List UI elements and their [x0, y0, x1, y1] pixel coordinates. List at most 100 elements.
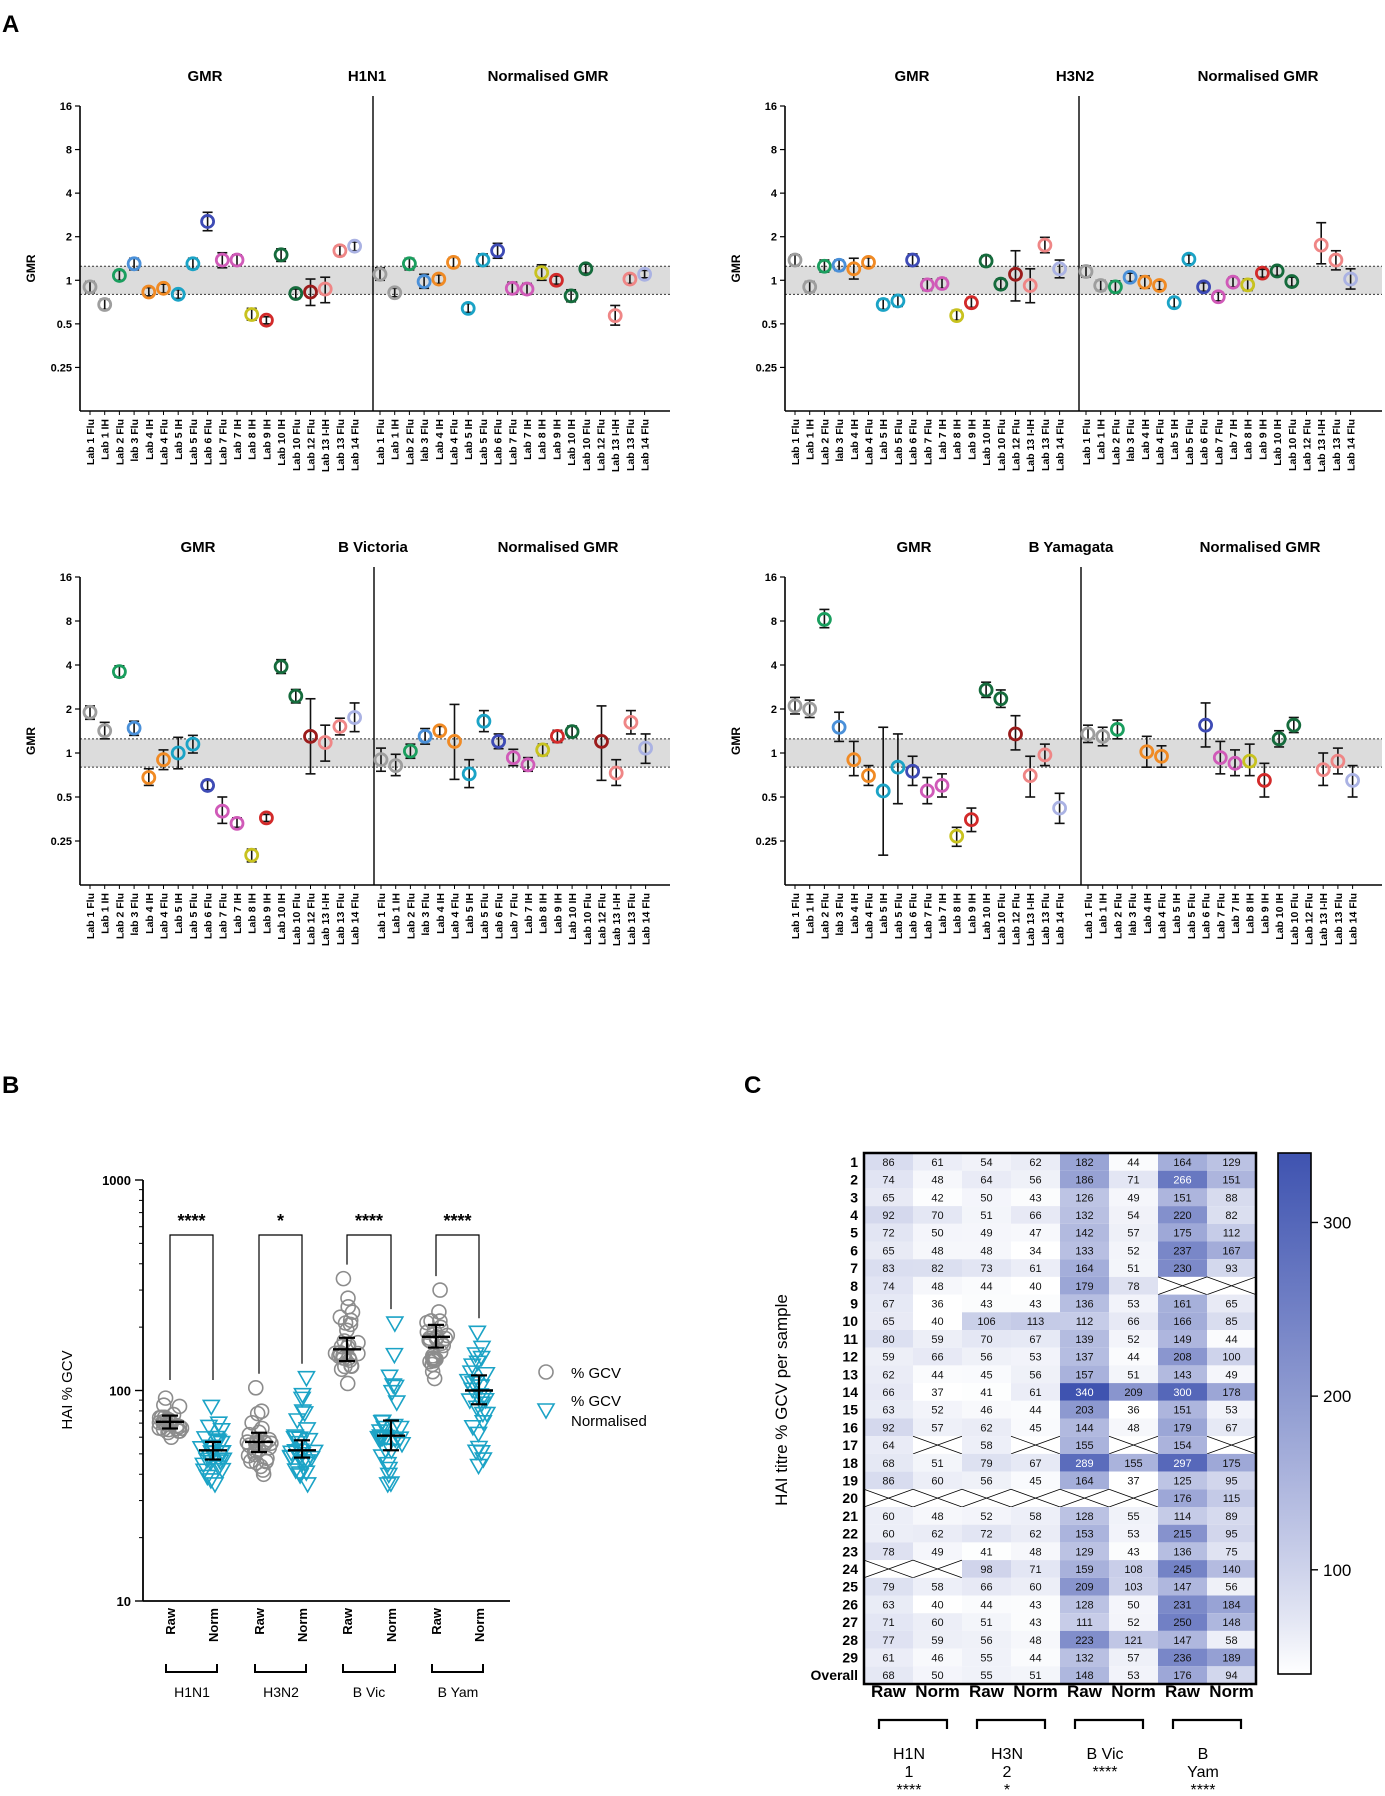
x-tick-label: Lab 1 IH [390, 419, 402, 460]
x-tick-label: Lab 8 IH [247, 893, 259, 934]
heatmap-cell [913, 1294, 962, 1313]
heatmap-cell [1158, 1383, 1207, 1401]
norm-point-marker [491, 734, 507, 749]
row-label: 29 [842, 1649, 858, 1665]
heatmap-cell-value: 95 [1225, 1529, 1237, 1541]
x-tick-label: Lab 1 IH [100, 419, 112, 460]
norm-point-marker [402, 743, 418, 759]
x-tick-label: Lab 2 Flu [114, 893, 126, 939]
norm-sample-marker [471, 1379, 491, 1396]
x-tick-label: Lab 1 Flu [1081, 419, 1093, 465]
heatmap-cell [962, 1383, 1011, 1401]
raw-point-marker [978, 253, 994, 269]
y-tick-label: 4 [771, 188, 778, 200]
norm-sample-marker [369, 1430, 388, 1448]
heatmap-cell-value: 42 [931, 1192, 943, 1204]
heatmap-cell [1060, 1560, 1109, 1578]
raw-point-marker [919, 783, 935, 799]
norm-sample-marker [371, 1431, 391, 1449]
heatmap-cell-value: 56 [1029, 1175, 1041, 1187]
x-tick-label: Lab 2 Flu [1112, 893, 1124, 939]
heatmap-cell [864, 1170, 913, 1189]
norm-sample-marker [383, 1378, 403, 1395]
heatmap-cell [1011, 1507, 1060, 1525]
heatmap-cell-value: 66 [980, 1582, 992, 1594]
heatmap-cell-value: 40 [1029, 1281, 1041, 1293]
x-tick-label: Lab 10 IH [1274, 893, 1286, 940]
heatmap-cell [962, 1436, 1011, 1454]
heatmap-cell-value: 182 [1075, 1157, 1093, 1169]
significance-label: **** [177, 1211, 205, 1231]
heatmap-cell [1158, 1666, 1207, 1684]
norm-sample-marker [281, 1445, 301, 1462]
heatmap-cell [1207, 1595, 1256, 1614]
raw-point-marker [1037, 747, 1053, 763]
raw-sample-marker [344, 1304, 361, 1321]
heatmap-cell [962, 1330, 1011, 1348]
norm-point-marker [637, 266, 652, 282]
heatmap-cell [864, 1294, 913, 1313]
raw-sample-marker [156, 1397, 172, 1413]
heatmap-cell [962, 1259, 1011, 1277]
x-tick-label: Lab 14 Flu [1055, 893, 1067, 945]
row-label: 2 [850, 1172, 858, 1188]
column-label: Norm [1209, 1682, 1253, 1701]
x-tick-label: Lab 6 Flu [1199, 419, 1211, 465]
norm-point-marker [594, 734, 609, 749]
raw-point-marker [802, 279, 818, 295]
heatmap-cell [1011, 1170, 1060, 1189]
x-tick-label: Raw [340, 1607, 355, 1635]
x-tick-label: Lab 5 IH [878, 893, 890, 934]
x-tick-label: Lab 10 Flu [291, 419, 303, 471]
heatmap-cell-value: 88 [1225, 1192, 1237, 1204]
heatmap-cell-value: 114 [1174, 1511, 1192, 1523]
raw-point-marker [861, 254, 876, 270]
row-label: 10 [842, 1313, 858, 1329]
x-tick-label: Lab 5 Flu [893, 419, 905, 465]
x-tick-label: Lab 6 Flu [908, 893, 920, 939]
column-label: Raw [1165, 1682, 1201, 1701]
heatmap-cell-value: 178 [1222, 1387, 1240, 1399]
group-bracket [1073, 1718, 1145, 1729]
heatmap-cell-value: 143 [1173, 1369, 1191, 1381]
heatmap-cell-value: 85 [1225, 1316, 1237, 1328]
norm-point-marker [447, 734, 462, 749]
x-tick-label: Lab 10 IH [981, 419, 993, 466]
heatmap-cell-value: 112 [1076, 1316, 1094, 1328]
heatmap-cell [1060, 1347, 1109, 1366]
norm-sample-marker [209, 1460, 229, 1477]
norm-sample-marker [286, 1444, 305, 1461]
heatmap-cell [1158, 1223, 1207, 1242]
heatmap-cell [1011, 1330, 1060, 1348]
raw-point-marker [156, 280, 171, 296]
raw-point-marker [273, 247, 289, 263]
x-tick-label: Lab 4 Flu [1157, 893, 1169, 939]
norm-sample-marker [372, 1449, 392, 1466]
heatmap-cell-value: 43 [1029, 1599, 1041, 1611]
heatmap-cell [1109, 1453, 1158, 1472]
raw-point-marker [141, 284, 157, 300]
column-label: Raw [871, 1682, 907, 1701]
group-label-line: 2 [1003, 1764, 1012, 1781]
raw-point-marker [890, 293, 906, 309]
heatmap-cell-value: 144 [1075, 1422, 1093, 1434]
significance-bracket [169, 1234, 214, 1380]
raw-point-marker [303, 728, 318, 744]
heatmap-cell [1109, 1170, 1158, 1189]
raw-point-marker [934, 778, 950, 793]
norm-point-marker [1166, 295, 1182, 311]
colorbar-tick-label: 100 [1323, 1561, 1351, 1580]
heatmap-cell [1011, 1666, 1060, 1684]
x-tick-label: Lab 7 IH [1230, 893, 1242, 934]
norm-sample-marker [390, 1431, 410, 1448]
heatmap-cell [1207, 1560, 1256, 1578]
heatmap-cell-value: 186 [1075, 1175, 1093, 1187]
x-tick-label: Lab 2 Flu [405, 893, 417, 939]
heatmap-cell-value: 71 [1029, 1564, 1041, 1576]
heatmap-cell [1207, 1294, 1256, 1313]
legend-norm-marker [536, 1403, 556, 1420]
heatmap-cell-value: 142 [1075, 1228, 1093, 1240]
gcv-chart: 1000 100 10 HAI % GCV Raw Norm Raw Norm Raw Norm R… [59, 1173, 647, 1700]
heatmap-cell [1109, 1648, 1158, 1667]
